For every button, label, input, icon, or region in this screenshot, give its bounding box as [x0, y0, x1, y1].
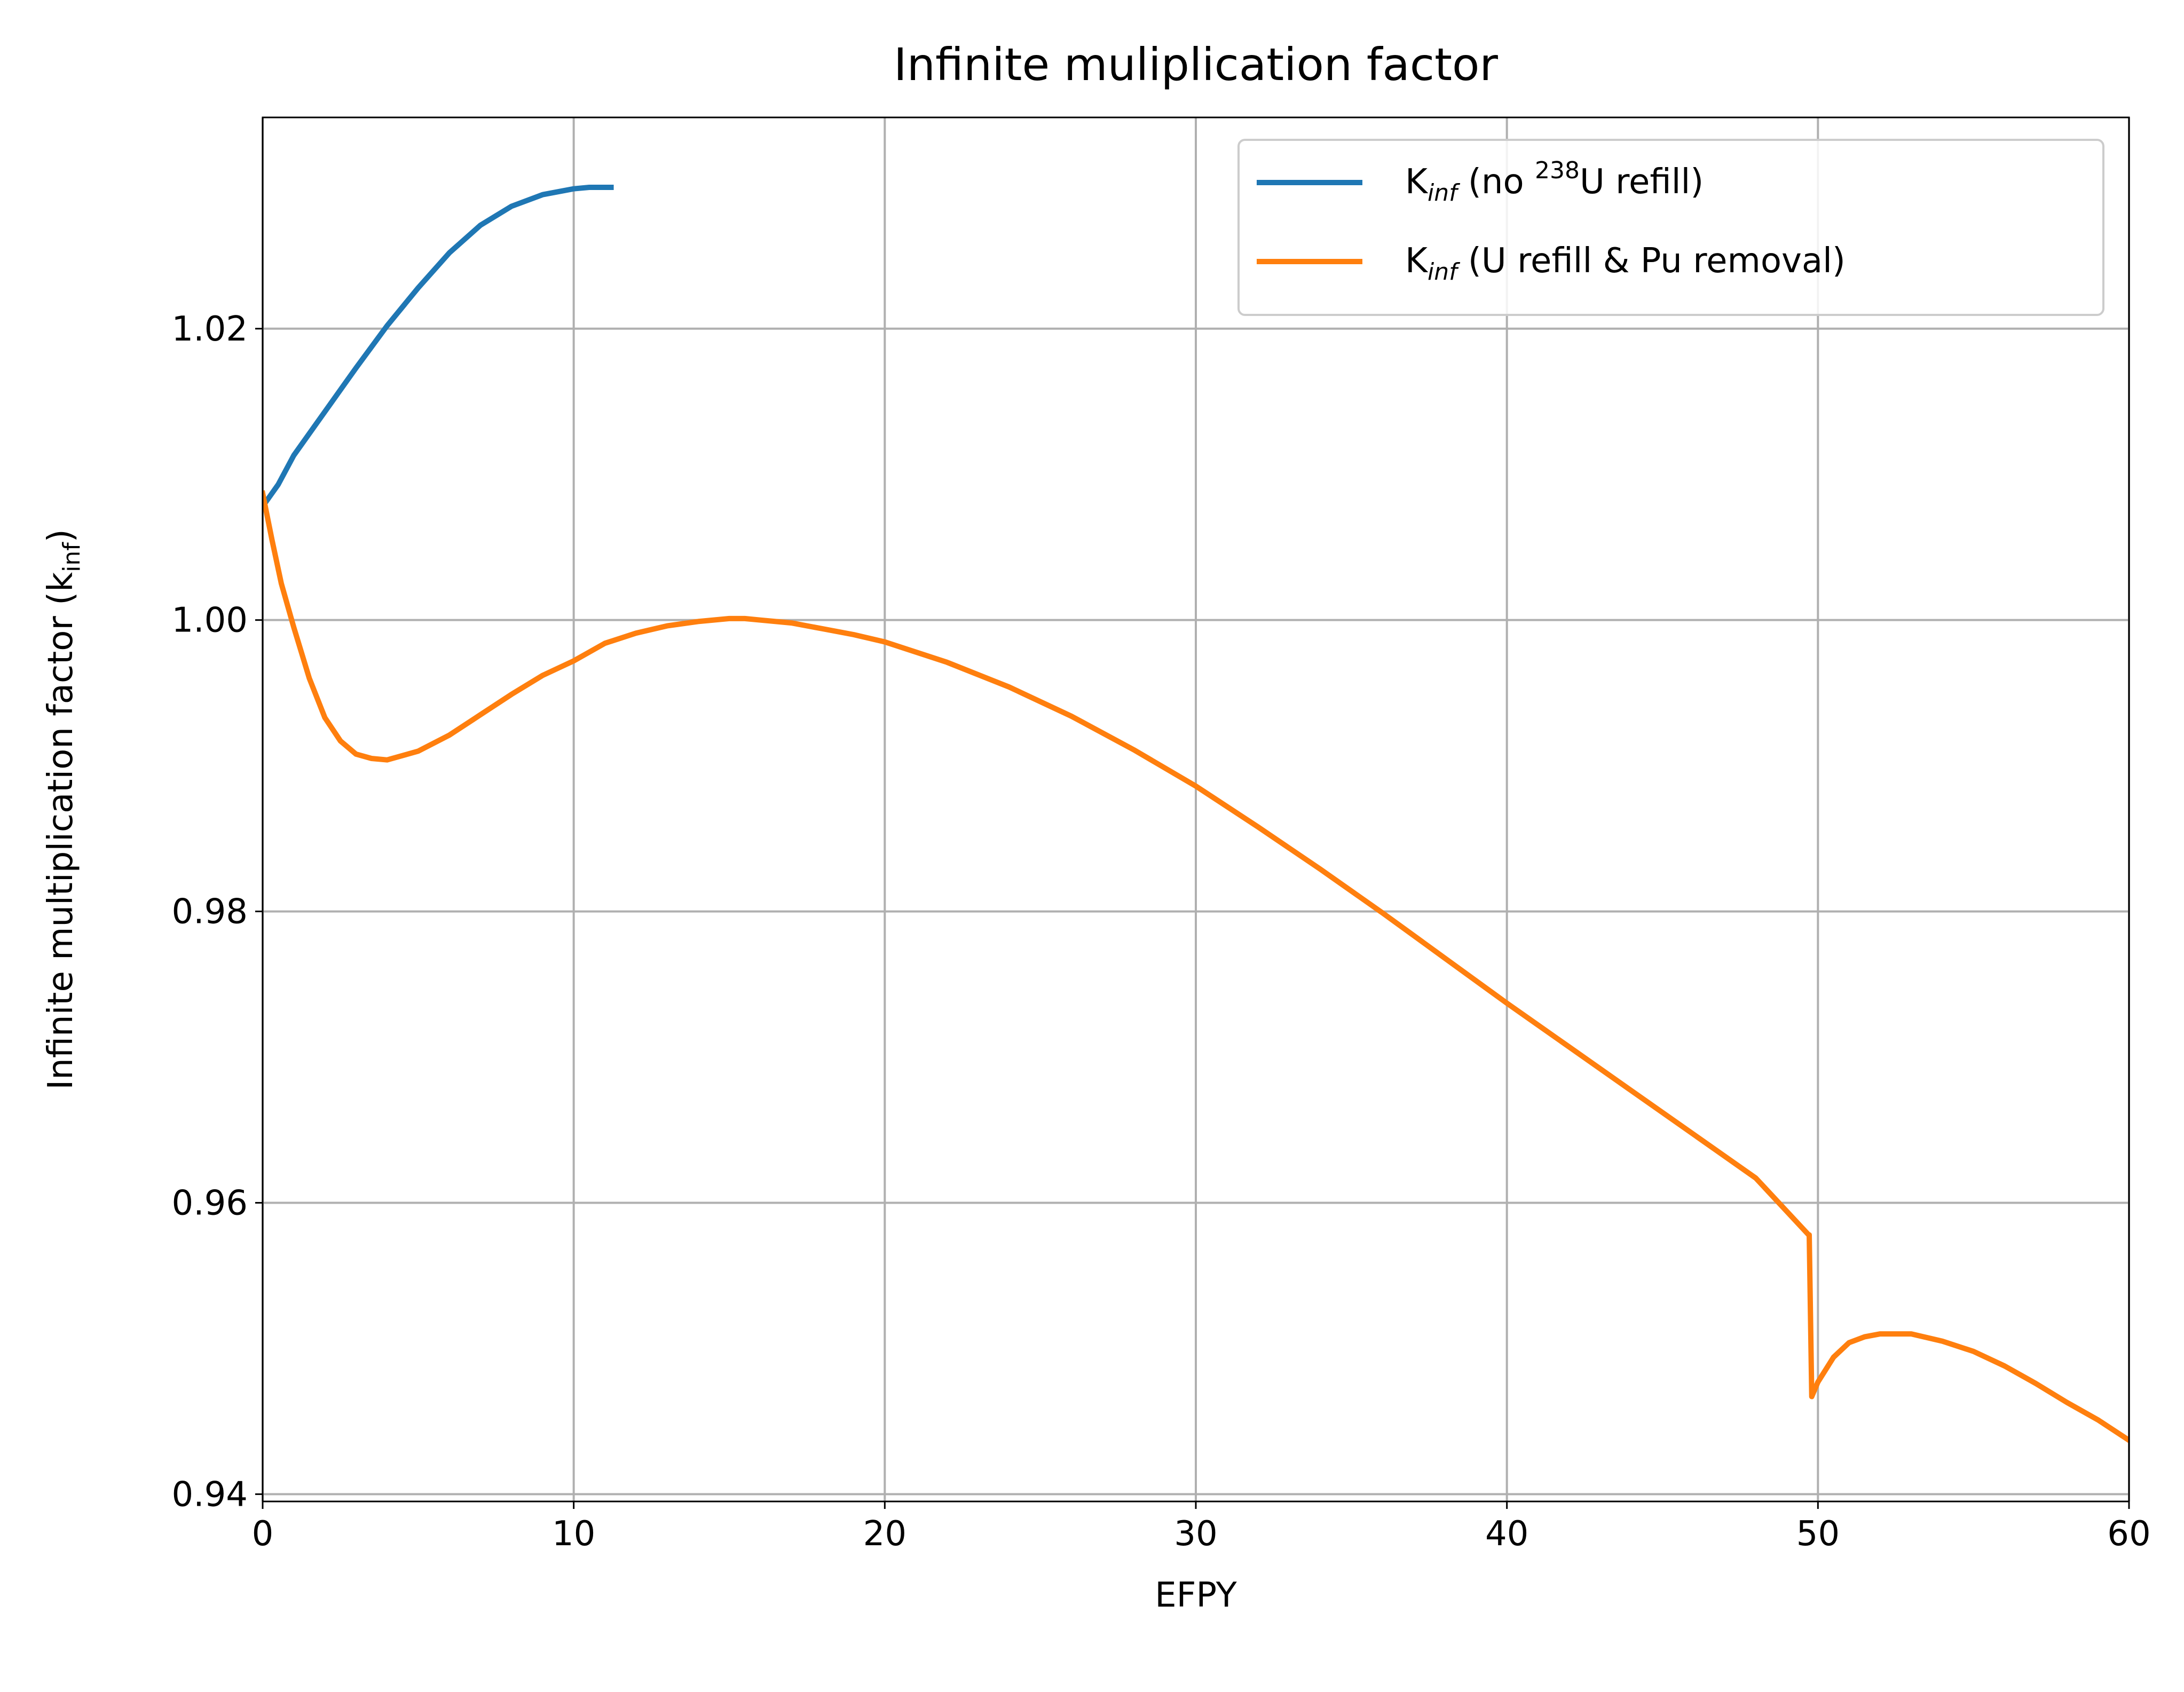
- legend-label-text: (U refill & Pu removal): [1457, 241, 1846, 281]
- y-tick-label: 0.98: [172, 892, 248, 932]
- axis-ticks: 0 10 20 30 40 50 60 0.94 0.96 0.98 1.00 1.02: [172, 310, 2151, 1554]
- y-tick-label: 1.02: [172, 310, 248, 349]
- x-tick-label: 30: [1174, 1514, 1217, 1554]
- y-tick-label: 0.94: [172, 1475, 248, 1514]
- chart-title: Infinite muliplication factor: [894, 38, 1498, 91]
- legend-label: Kinf (U refill & Pu removal): [1405, 241, 1846, 286]
- legend-label-text: (no: [1457, 162, 1535, 202]
- legend-label-sub: inf: [1428, 179, 1461, 207]
- legend-label-sub: inf: [1428, 258, 1461, 286]
- x-axis-label: EFPY: [1155, 1576, 1237, 1615]
- legend-frame: [1237, 139, 2104, 316]
- series-line-1: [263, 185, 614, 510]
- x-tick-label: 20: [863, 1514, 906, 1554]
- legend: Kinf (no 238U refill)Kinf (U refill & Pu…: [1237, 139, 2104, 316]
- y-tick-label: 0.96: [172, 1183, 248, 1223]
- y-axis-label-main: Infinite multiplication factor (k: [41, 572, 81, 1090]
- legend-label-base: K: [1405, 241, 1429, 281]
- legend-label-text: U refill): [1580, 162, 1704, 202]
- y-tick-label: 1.00: [172, 601, 248, 641]
- x-tick-label: 60: [2107, 1514, 2150, 1554]
- legend-label: Kinf (no 238U refill): [1405, 157, 1704, 207]
- x-tick-label: 0: [252, 1514, 274, 1554]
- legend-label-sup: 238: [1535, 157, 1580, 184]
- y-axis-label: Infinite multiplication factor (kinf): [41, 529, 85, 1089]
- x-tick-label: 10: [552, 1514, 595, 1554]
- series-lines: [263, 185, 2129, 1444]
- y-axis-label-close: ): [41, 529, 81, 542]
- grid: [262, 117, 2130, 1501]
- x-tick-label: 40: [1485, 1514, 1528, 1554]
- x-tick-label: 50: [1796, 1514, 1840, 1554]
- legend-label-base: K: [1405, 162, 1429, 202]
- y-axis-label-sub: inf: [58, 542, 85, 572]
- series-line-2: [263, 490, 2129, 1444]
